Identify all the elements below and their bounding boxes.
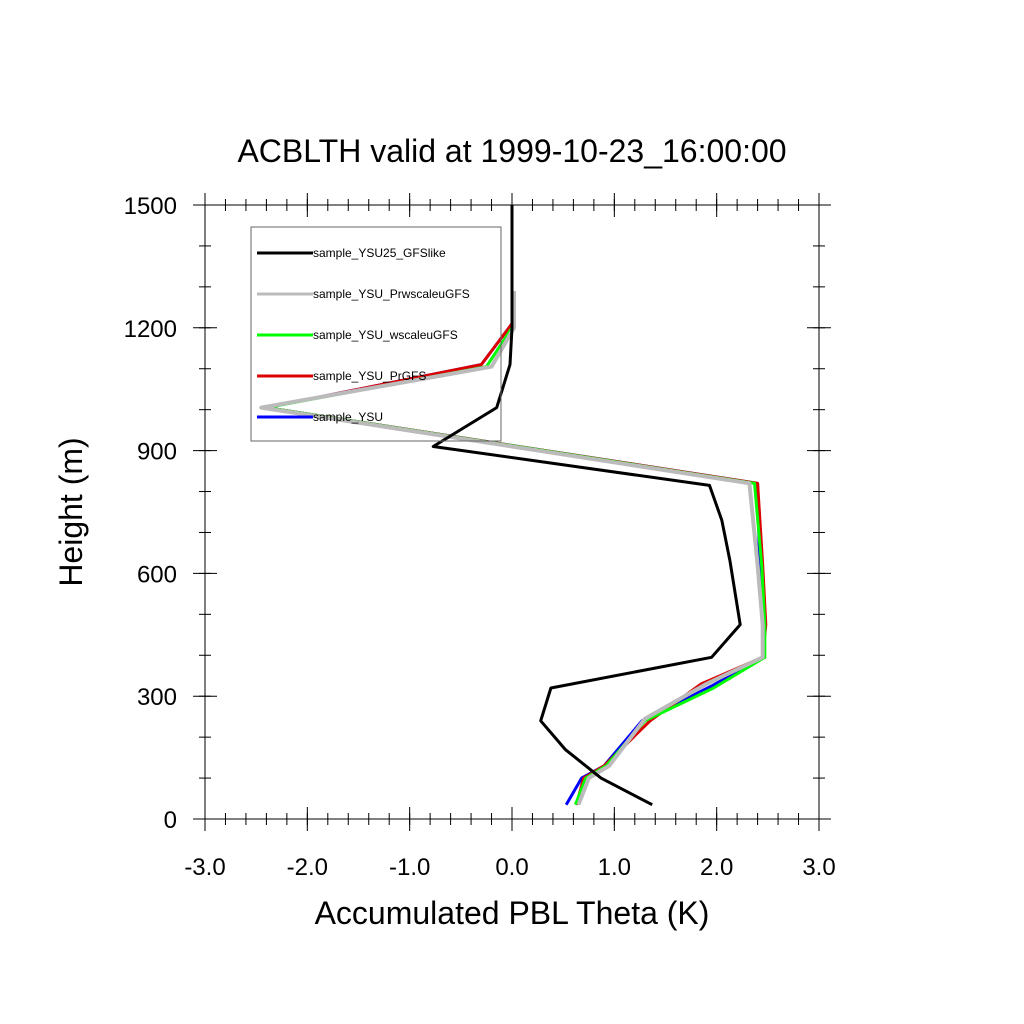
- series-line-sample_YSU_PrwscaleuGFS: [259, 291, 765, 806]
- series-line-sample_YSU25_GFSlike: [431, 205, 742, 807]
- y-tick-label: 0: [164, 807, 177, 834]
- legend-box: [250, 226, 502, 442]
- x-tick-label: -1.0: [389, 854, 430, 881]
- legend-label: sample_YSU25_GFSlike: [313, 246, 446, 260]
- x-tick-label: -2.0: [287, 854, 328, 881]
- x-tick-label: 2.0: [700, 854, 733, 881]
- x-tick-label: 1.0: [598, 854, 631, 881]
- data-series: [259, 205, 768, 807]
- y-tick-label: 1200: [124, 316, 177, 343]
- y-tick-label: 600: [137, 561, 177, 588]
- series-line-sample_YSU: [264, 322, 765, 806]
- legend-label: sample_YSU_wscaleuGFS: [313, 328, 458, 342]
- x-tick-label: -3.0: [184, 854, 225, 881]
- plot-frame: [204, 204, 820, 820]
- series-line-sample_YSU_wscaleuGFS: [264, 326, 767, 806]
- y-axis-label: Height (m): [53, 437, 89, 586]
- y-tick-label: 1500: [124, 193, 177, 220]
- tick-labels: -3.0 -2.0 -1.0 0.0 1.0 2.0 3.0 0 300 600 900 1200 15…: [124, 193, 836, 881]
- legend-label: sample_YSU_PrGFS: [313, 369, 426, 383]
- y-tick-label: 300: [137, 684, 177, 711]
- x-tick-label: 0.0: [495, 854, 528, 881]
- legend-label: sample_YSU: [313, 410, 383, 424]
- legend: sample_YSU25_GFSlike sample_YSU_Prwscaleu…: [250, 226, 502, 442]
- series-line-sample_YSU_PrGFS: [264, 322, 768, 806]
- x-tick-label: 3.0: [802, 854, 835, 881]
- y-tick-label: 900: [137, 439, 177, 466]
- chart-title: ACBLTH valid at 1999-10-23_16:00:00: [237, 133, 786, 169]
- legend-label: sample_YSU_PrwscaleuGFS: [313, 287, 470, 301]
- x-axis-label: Accumulated PBL Theta (K): [315, 895, 710, 931]
